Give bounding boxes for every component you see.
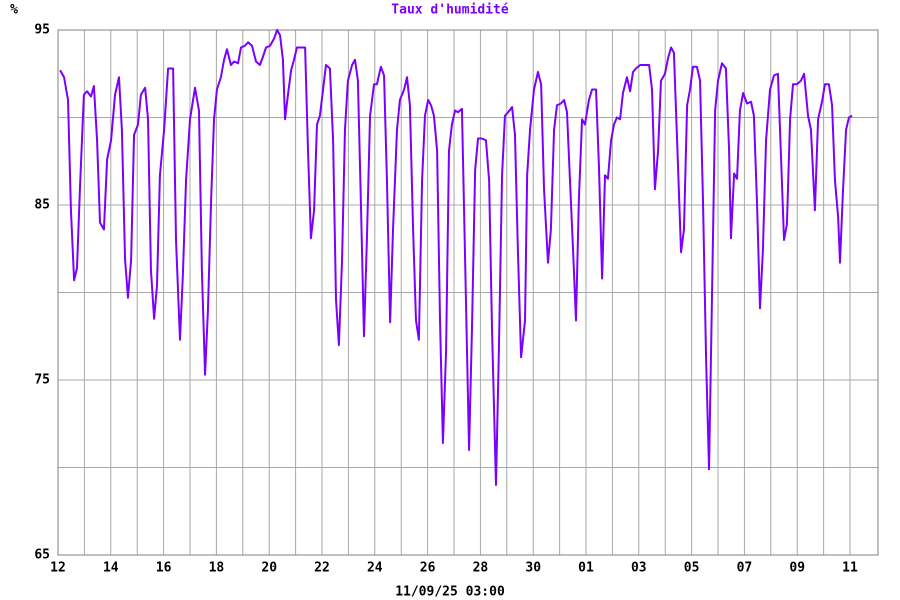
x-tick-label: 03 — [631, 561, 647, 576]
x-tick-label: 01 — [578, 561, 594, 576]
x-tick-label: 07 — [737, 561, 753, 576]
y-tick-label: 65 — [34, 548, 50, 563]
x-tick-label: 05 — [684, 561, 700, 576]
x-tick-label: 26 — [420, 561, 436, 576]
y-unit-label: % — [10, 3, 18, 18]
y-tick-label: 75 — [34, 373, 50, 388]
x-tick-label: 09 — [789, 561, 805, 576]
y-tick-label: 95 — [34, 23, 50, 38]
x-tick-label: 24 — [367, 561, 383, 576]
x-tick-label: 16 — [156, 561, 172, 576]
chart-title: Taux d'humidité — [391, 3, 509, 18]
x-tick-label: 30 — [525, 561, 541, 576]
x-tick-label: 20 — [261, 561, 277, 576]
x-tick-label: 12 — [50, 561, 66, 576]
x-tick-label: 11 — [842, 561, 858, 576]
y-tick-label: 85 — [34, 198, 50, 213]
x-tick-label: 14 — [103, 561, 119, 576]
x-tick-label: 22 — [314, 561, 330, 576]
plot-frame — [57, 29, 879, 556]
x-tick-label: 18 — [209, 561, 225, 576]
data-line — [59, 29, 853, 486]
x-axis-label: 11/09/25 03:00 — [395, 585, 505, 600]
x-tick-label: 28 — [473, 561, 489, 576]
